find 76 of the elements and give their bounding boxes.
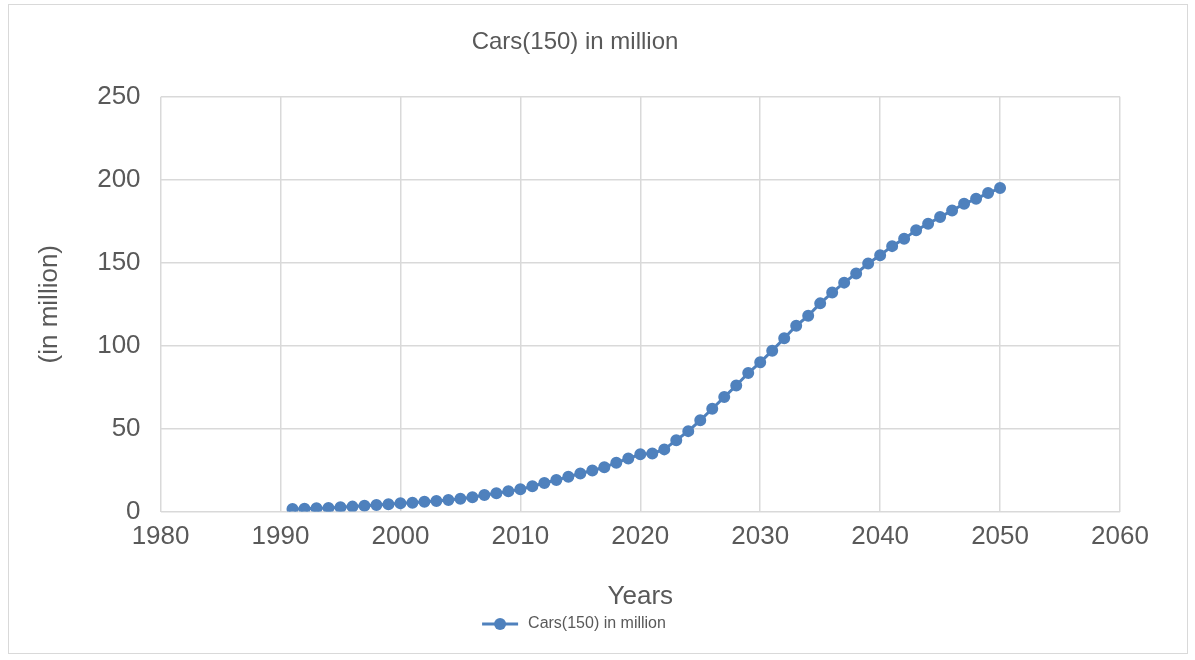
point: [766, 344, 779, 357]
point: [610, 456, 623, 469]
point: [958, 197, 971, 210]
point: [898, 232, 911, 245]
point: [970, 192, 983, 205]
point: [934, 211, 947, 224]
point: [418, 495, 431, 508]
x-tick-label: 2040: [851, 520, 910, 551]
point: [790, 319, 803, 332]
point: [886, 240, 899, 253]
x-axis-title: Years: [607, 579, 674, 610]
point: [310, 502, 323, 512]
point: [514, 483, 527, 496]
point: [574, 467, 587, 480]
point: [802, 309, 815, 322]
point: [982, 187, 995, 200]
legend-label: Cars(150) in million: [528, 614, 666, 632]
point: [526, 480, 539, 493]
point: [862, 257, 875, 270]
point: [874, 249, 887, 262]
point: [598, 461, 611, 474]
point: [394, 497, 407, 510]
point: [634, 448, 647, 461]
point: [442, 493, 455, 506]
point: [298, 502, 311, 512]
point: [466, 491, 479, 504]
point: [910, 224, 923, 237]
point: [382, 498, 395, 511]
point: [622, 452, 635, 465]
point: [718, 391, 731, 404]
y-axis-title: (in million): [32, 244, 63, 364]
point: [946, 204, 959, 217]
point: [538, 477, 551, 490]
x-tick-label: 2030: [731, 520, 790, 551]
point: [646, 447, 659, 460]
point: [706, 402, 719, 415]
point: [490, 487, 503, 500]
point: [838, 276, 851, 289]
y-tick-label: 50: [111, 411, 141, 442]
y-tick-label: 250: [97, 79, 141, 110]
point: [502, 485, 515, 498]
point: [694, 414, 707, 427]
point: [826, 286, 839, 299]
point: [730, 379, 743, 392]
chart-title: Cars(150) in million: [471, 27, 679, 55]
point: [682, 425, 695, 438]
y-tick-label: 100: [97, 328, 141, 359]
point: [370, 498, 383, 511]
point: [670, 434, 683, 447]
point: [658, 443, 671, 456]
point: [850, 267, 863, 280]
point: [430, 494, 443, 507]
x-tick-label: 2010: [491, 520, 550, 551]
point: [994, 182, 1007, 195]
x-tick-label: 1990: [251, 520, 310, 551]
point: [586, 464, 599, 477]
point: [778, 332, 791, 345]
y-tick-label: 200: [97, 162, 141, 193]
point: [322, 501, 335, 512]
point: [562, 470, 575, 483]
y-tick-label: 150: [97, 245, 141, 276]
x-tick-label: 2050: [971, 520, 1029, 551]
point: [754, 356, 767, 369]
x-tick-label: 2020: [611, 520, 670, 551]
point: [334, 501, 347, 512]
x-tick-label: 2000: [371, 520, 430, 551]
x-tick-label: 2060: [1091, 520, 1149, 551]
point: [406, 496, 419, 509]
point: [346, 500, 359, 512]
point: [922, 217, 935, 230]
point: [478, 489, 491, 502]
point: [814, 297, 827, 310]
point: [358, 499, 371, 512]
point: [550, 474, 563, 487]
point: [454, 492, 467, 505]
point: [742, 367, 755, 380]
